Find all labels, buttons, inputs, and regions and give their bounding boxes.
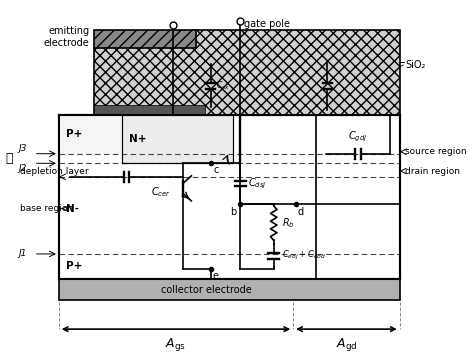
Polygon shape: [94, 105, 205, 115]
Text: 结: 结: [5, 152, 13, 165]
Text: source region: source region: [405, 147, 467, 156]
Text: $C_{gdj}$: $C_{gdj}$: [348, 130, 368, 144]
Text: $R_b$: $R_b$: [282, 216, 295, 230]
Text: $A_\mathrm{gs}$: $A_\mathrm{gs}$: [165, 336, 186, 353]
Text: J1: J1: [18, 250, 27, 258]
Text: c: c: [213, 165, 219, 175]
Text: $C_{cer}$: $C_{cer}$: [151, 185, 171, 199]
Polygon shape: [94, 30, 400, 115]
Text: N+: N+: [129, 134, 147, 144]
Text: N-: N-: [66, 204, 79, 214]
Text: $C_{ebj}+C_{ebd}$: $C_{ebj}+C_{ebd}$: [282, 249, 326, 262]
Polygon shape: [94, 30, 196, 48]
Text: $C_{ox}$: $C_{ox}$: [216, 79, 230, 92]
Polygon shape: [59, 279, 400, 300]
Text: SiO₂: SiO₂: [405, 60, 426, 70]
Text: e: e: [212, 271, 219, 281]
Text: J2: J2: [18, 164, 27, 173]
Text: P+: P+: [66, 130, 82, 140]
Polygon shape: [59, 115, 400, 279]
Text: collector electrode: collector electrode: [161, 284, 252, 295]
Text: gate pole: gate pole: [244, 19, 290, 29]
Text: drain region: drain region: [405, 167, 460, 176]
Text: $A_\mathrm{gd}$: $A_\mathrm{gd}$: [336, 336, 357, 353]
Polygon shape: [122, 115, 233, 163]
Text: b: b: [230, 207, 237, 217]
Text: P+: P+: [66, 261, 82, 272]
Text: depletion layer: depletion layer: [20, 167, 89, 176]
Text: d: d: [298, 207, 304, 217]
Text: base region: base region: [20, 204, 73, 213]
Polygon shape: [59, 115, 122, 154]
Text: emitting
electrode: emitting electrode: [44, 26, 90, 48]
Text: $C_{dsj}$: $C_{dsj}$: [248, 176, 266, 191]
Text: J3: J3: [18, 144, 27, 153]
